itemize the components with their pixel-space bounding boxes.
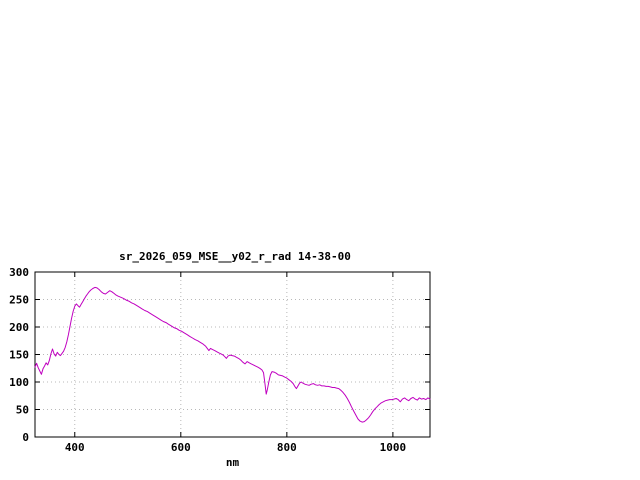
y-tick-label: 50 bbox=[16, 404, 29, 417]
y-tick-label: 200 bbox=[9, 321, 29, 334]
y-tick-label: 250 bbox=[9, 294, 29, 307]
y-tick-label: 100 bbox=[9, 376, 29, 389]
x-tick-label: 800 bbox=[277, 441, 297, 454]
x-tick-label: 400 bbox=[65, 441, 85, 454]
x-axis-label: nm bbox=[225, 456, 240, 469]
y-tick-label: 150 bbox=[9, 349, 29, 362]
spectrum-series-line bbox=[34, 286, 431, 423]
y-tick-label: 300 bbox=[9, 266, 29, 279]
y-tick-label: 0 bbox=[22, 431, 29, 444]
plot-border bbox=[34, 271, 431, 438]
x-tick-label: 1000 bbox=[380, 441, 407, 454]
chart-title: sr_2026_059_MSE__y02_r_rad 14-38-00 bbox=[119, 250, 351, 263]
x-tick-label: 600 bbox=[171, 441, 191, 454]
